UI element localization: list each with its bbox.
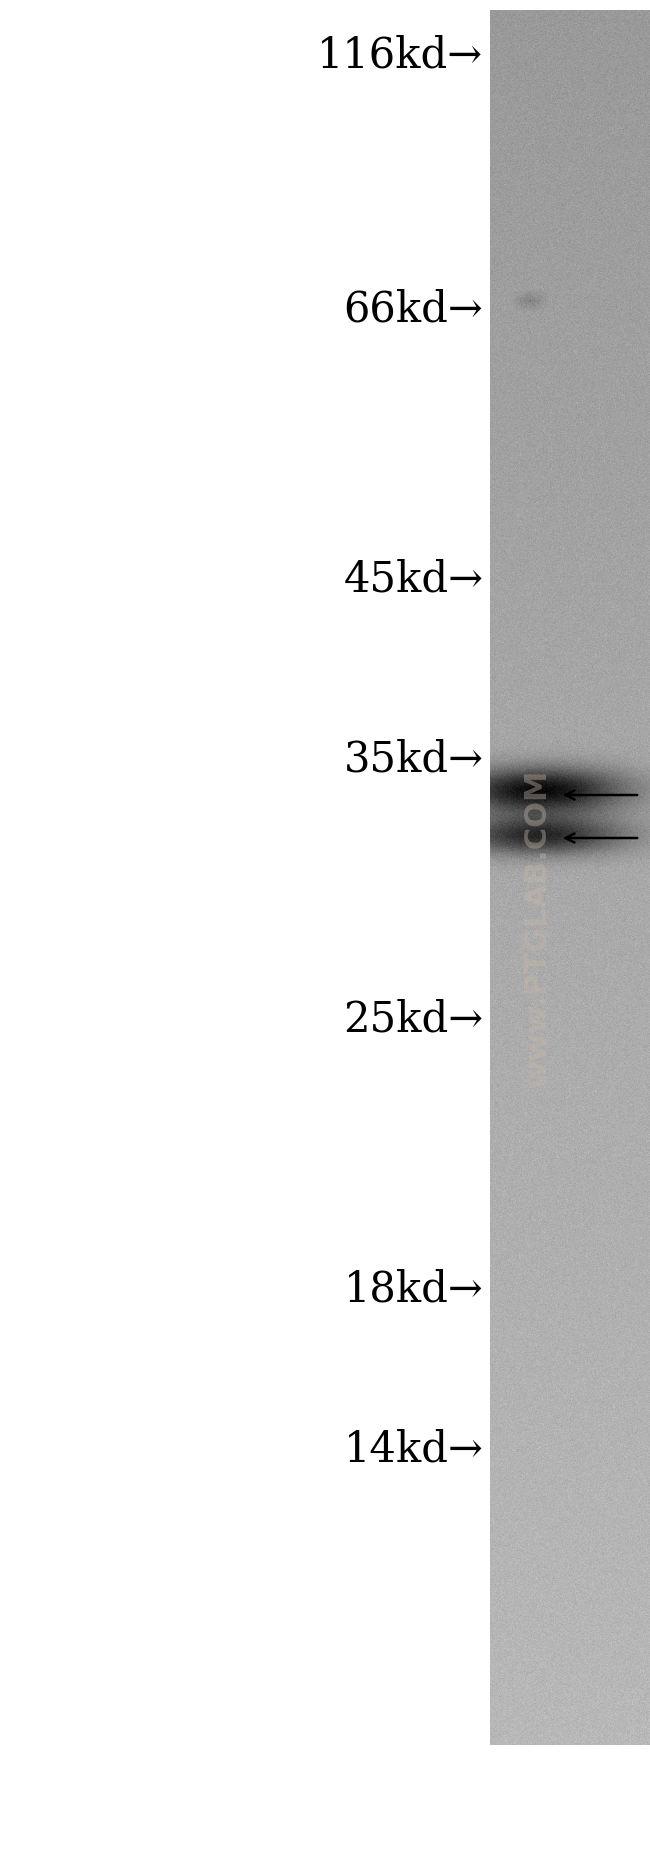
Text: 18kd→: 18kd→ — [344, 1269, 484, 1311]
Text: 25kd→: 25kd→ — [343, 1000, 484, 1041]
Text: 45kd→: 45kd→ — [343, 558, 484, 601]
Text: www.PTGLAB.COM: www.PTGLAB.COM — [523, 768, 552, 1087]
Text: 66kd→: 66kd→ — [344, 289, 484, 330]
Text: 14kd→: 14kd→ — [344, 1428, 484, 1471]
Text: 116kd→: 116kd→ — [317, 33, 484, 76]
Text: 35kd→: 35kd→ — [343, 738, 484, 781]
